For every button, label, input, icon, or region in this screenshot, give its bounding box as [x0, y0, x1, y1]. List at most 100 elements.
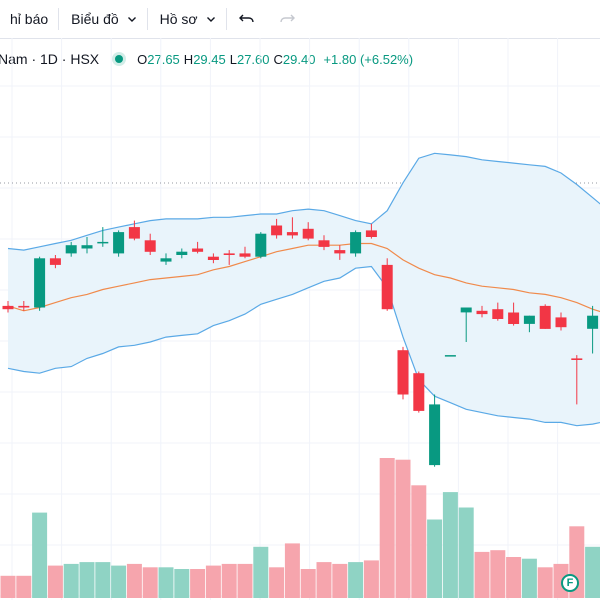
candle-body: [176, 251, 188, 255]
volume-bar: [190, 569, 206, 598]
candle-body: [81, 245, 93, 249]
candle-body: [381, 264, 393, 310]
profile-label: Hồ sơ: [159, 11, 198, 27]
undo-button[interactable]: [227, 0, 267, 38]
volume-bar: [221, 563, 237, 598]
volume-bar: [521, 558, 537, 598]
candle-body: [192, 248, 204, 252]
volume-bar: [253, 546, 269, 598]
volume-bar: [16, 575, 32, 598]
chart-toolbar: hỉ báo Biểu đồ Hồ sơ: [0, 0, 600, 39]
volume-bar: [142, 567, 158, 598]
candle-body: [476, 310, 488, 315]
toolbar-divider: [58, 8, 60, 30]
candle-body: [113, 232, 125, 254]
volume-bar: [427, 519, 443, 598]
open-value: 27.65: [147, 51, 180, 67]
volume-bar: [411, 485, 427, 598]
candle-body: [144, 240, 156, 252]
volume-bar: [363, 560, 379, 598]
toolbar-divider: [225, 8, 227, 30]
volume-bar: [269, 567, 285, 598]
volume-bar: [32, 512, 48, 598]
price-chart[interactable]: [0, 38, 600, 600]
candle-body: [286, 232, 298, 236]
candle-body: [571, 358, 583, 360]
volume-bar: [0, 575, 16, 598]
volume-bar: [506, 557, 522, 598]
volume-bar: [158, 567, 174, 598]
volume-bar: [332, 563, 348, 598]
change-value: +1.80 (+6.52%): [323, 51, 414, 67]
earnings-flag-letter: F: [566, 577, 574, 589]
close-label: C: [273, 51, 283, 67]
undo-icon: [238, 14, 254, 23]
volume-bar: [379, 458, 395, 598]
candle-body: [397, 350, 409, 395]
volume-bar: [126, 563, 142, 598]
volume-bar: [395, 459, 411, 598]
volume-bar: [474, 551, 490, 598]
candle-body: [223, 253, 235, 255]
candle-body: [492, 309, 504, 319]
indicators-label: hỉ báo: [10, 11, 49, 27]
candle-body: [429, 404, 441, 466]
candle-body: [508, 312, 520, 324]
candle-body: [18, 305, 30, 308]
symbol-title[interactable]: Nam · 1D · HSX: [0, 51, 100, 67]
close-value: 29.40: [282, 51, 316, 67]
candle-body: [350, 232, 362, 254]
high-label: H: [183, 51, 194, 67]
volume-bar: [284, 543, 300, 598]
bollinger-basis-line: [7, 242, 600, 313]
volume-bar: [442, 492, 458, 598]
low-value: 27.60: [236, 51, 270, 67]
candle-body: [539, 305, 551, 329]
volume-bar: [490, 550, 506, 598]
candle-body: [365, 230, 377, 237]
candle-body: [271, 225, 283, 236]
chevron-down-icon: [127, 17, 136, 22]
volume-bar: [458, 507, 474, 598]
profile-menu[interactable]: Hồ sơ: [148, 0, 226, 38]
redo-icon: [279, 14, 295, 23]
candle-body: [160, 258, 172, 262]
candle-body: [2, 305, 14, 310]
candle-body: [334, 250, 346, 254]
chart-type-menu[interactable]: Biểu đồ: [59, 0, 146, 38]
volume-bar: [95, 562, 111, 598]
volume-bar: [174, 569, 190, 598]
candle-body: [413, 373, 425, 411]
high-value: 29.45: [193, 51, 226, 67]
volume-bar: [237, 563, 253, 598]
bollinger-upper-line: [7, 152, 600, 251]
volume-bar: [300, 569, 316, 598]
volume-bar: [316, 562, 332, 598]
candle-body: [460, 307, 472, 313]
volume-bar: [537, 567, 553, 598]
low-label: L: [229, 51, 237, 67]
volume-bar: [79, 562, 95, 598]
redo-button[interactable]: [267, 0, 307, 38]
candle-body: [97, 241, 109, 244]
volume-bar: [205, 565, 221, 598]
candle-body: [255, 233, 267, 257]
open-label: O: [137, 51, 148, 67]
candle-body: [49, 258, 61, 265]
bollinger-lower-line: [7, 265, 600, 427]
indicators-button[interactable]: hỉ báo: [0, 0, 58, 38]
candle-body: [207, 256, 219, 260]
candle-body: [318, 240, 330, 247]
market-open-dot-icon: [115, 55, 124, 63]
earnings-flag-icon[interactable]: F: [561, 574, 579, 592]
volume-bar: [63, 563, 79, 598]
volume-bar: [47, 565, 63, 598]
toolbar-divider: [146, 8, 148, 30]
candle-body: [523, 315, 535, 324]
volume-bar: [111, 565, 127, 598]
candle-body: [34, 258, 46, 308]
candle-body: [239, 253, 251, 257]
candle-body: [555, 317, 567, 328]
candle-body: [444, 355, 456, 357]
candle-body: [302, 228, 314, 239]
